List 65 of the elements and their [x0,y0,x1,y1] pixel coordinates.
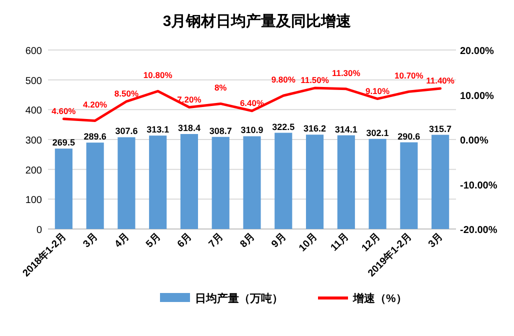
bar [212,136,230,229]
bar [243,136,261,229]
data-label: 315.7 [429,124,452,134]
x-tick-label: 9月 [270,231,289,250]
x-tick-label: 3月 [426,231,446,250]
data-label: 308.7 [209,126,232,136]
y2-tick-label: -20.00% [460,225,498,236]
bar [86,142,104,229]
bar [274,132,292,229]
x-tick-label: 7月 [206,231,226,250]
x-tick-label: 12月 [360,231,383,254]
data-label: 307.6 [115,126,138,136]
data-label: 9.10% [365,86,390,96]
y-tick-label: 100 [25,195,42,206]
bar [400,142,418,229]
data-label: 302.1 [366,128,389,138]
data-label: 4.60% [52,106,76,116]
data-label: 310.9 [240,125,264,136]
y2-tick-label: -10.00% [460,180,498,192]
data-label: 322.5 [272,122,295,132]
data-label: 10.70% [394,70,424,81]
data-label: 6.40% [240,98,264,108]
y-tick-label: 600 [25,46,42,57]
x-tick-label: 5月 [144,231,163,250]
data-label: 316.2 [304,124,326,134]
x-tick-label: 3月 [81,231,100,250]
data-label: 8.50% [114,88,139,98]
x-tick-label: 4月 [112,231,132,250]
legend-label: 增速（%） [352,292,407,305]
y2-tick-label: 10.00% [460,90,494,102]
data-label: 269.5 [52,138,75,148]
bar [368,138,386,229]
data-label: 9.80% [271,74,296,85]
bar [54,148,72,229]
data-label: 11.50% [300,75,330,86]
data-label: 11.40% [426,75,455,86]
y2-tick-label: 0.00% [460,136,488,146]
data-label: 11.30% [332,68,361,78]
data-label: 289.6 [84,132,106,142]
data-label: 8% [214,82,228,93]
x-tick-label: 8月 [238,231,258,250]
data-label: 7.20% [177,94,202,104]
bar [337,135,355,229]
x-tick-label: 11月 [328,231,352,254]
y-tick-label: 500 [25,76,42,87]
chart-title: 3月钢材日均产量及同比增速 [162,13,352,30]
data-label: 10.80% [143,70,173,80]
x-tick-label: 10月 [297,231,320,254]
bar [149,136,167,229]
bar [306,134,324,229]
y-tick-label: 0 [36,225,42,236]
bar [180,134,198,229]
data-label: 290.6 [398,131,420,142]
data-label: 4.20% [83,100,108,110]
bar [118,137,136,229]
y-tick-label: 200 [25,165,42,176]
y2-tick-label: 20.00% [460,46,494,57]
data-label: 318.4 [178,123,200,134]
y-tick-label: 400 [25,106,42,117]
bar [432,134,450,229]
x-tick-label: 6月 [176,231,194,250]
legend-label: 日均产量（万吨） [195,292,283,305]
data-label: 314.1 [334,124,358,134]
data-label: 313.1 [146,124,170,135]
y-tick-label: 300 [25,136,42,146]
